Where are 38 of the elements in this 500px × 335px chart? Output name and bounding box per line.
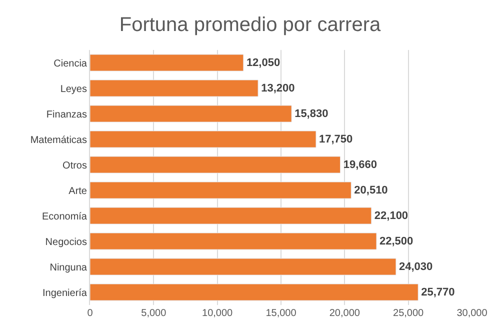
y-tick-label: Arte <box>68 186 88 197</box>
bar <box>90 105 292 122</box>
x-tick-label: 20,000 <box>329 308 360 319</box>
data-label: 25,770 <box>421 286 455 298</box>
data-label: 24,030 <box>398 260 433 273</box>
data-label: 17,750 <box>319 133 353 146</box>
bar <box>90 54 244 72</box>
x-tick-label: 15,000 <box>266 308 297 319</box>
y-tick-label: Economía <box>42 211 88 222</box>
bar <box>90 258 396 276</box>
y-tick-label: Leyes <box>60 84 87 95</box>
bar <box>90 156 341 174</box>
y-tick-label: Negocios <box>45 236 87 248</box>
bar <box>90 130 316 148</box>
bar <box>90 207 372 224</box>
x-tick-label: 30,000 <box>456 308 488 319</box>
x-tick-label: 25,000 <box>393 308 424 319</box>
y-tick-label: Matemáticas <box>30 134 87 146</box>
bar <box>90 80 258 97</box>
y-tick-label: Ciencia <box>54 58 88 70</box>
data-label: 15,830 <box>294 108 328 120</box>
y-tick-label: Otros <box>62 160 87 172</box>
data-label: 12,050 <box>246 56 280 69</box>
x-tick-label: 0 <box>87 308 94 319</box>
bar <box>90 182 352 199</box>
y-tick-label: Ingeniería <box>42 288 88 299</box>
bar <box>90 284 418 301</box>
data-label: 22,500 <box>380 235 414 248</box>
x-tick-label: 5,000 <box>141 308 167 319</box>
data-label: 19,660 <box>343 158 377 171</box>
y-tick-label: Finanzas <box>46 109 87 120</box>
bar <box>90 232 377 250</box>
x-tick-label: 10,000 <box>202 308 234 319</box>
data-label: 13,200 <box>261 82 295 94</box>
chart-title: Fortuna promedio por carrera <box>119 14 382 36</box>
data-label: 22,100 <box>374 210 408 222</box>
data-label: 20,510 <box>354 184 388 196</box>
y-tick-label: Ninguna <box>50 262 88 274</box>
